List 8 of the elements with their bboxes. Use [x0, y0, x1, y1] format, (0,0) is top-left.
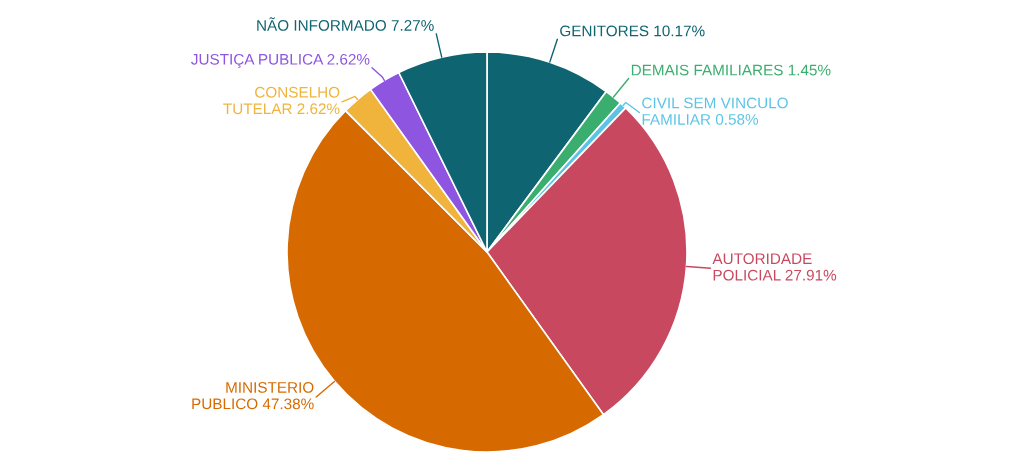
slice-label: MINISTERIO PUBLICO 47.38% — [192, 382, 314, 410]
slice-label: CIVIL SEM VINCULO FAMILIAR 0.58% — [642, 97, 788, 125]
slice-label: CONSELHO TUTELAR 2.62% — [223, 86, 340, 115]
slice-label: JUSTIÇA PUBLICA 2.62% — [191, 53, 370, 68]
slice-label: DEMAIS FAMILIARES 1.45% — [631, 64, 831, 76]
slice-label: AUTORIDADE POLICIAL 27.91% — [712, 253, 837, 281]
slice-label: NÃO INFORMADO 7.27% — [257, 17, 434, 31]
slice-label: GENITORES 10.17% — [560, 25, 705, 37]
